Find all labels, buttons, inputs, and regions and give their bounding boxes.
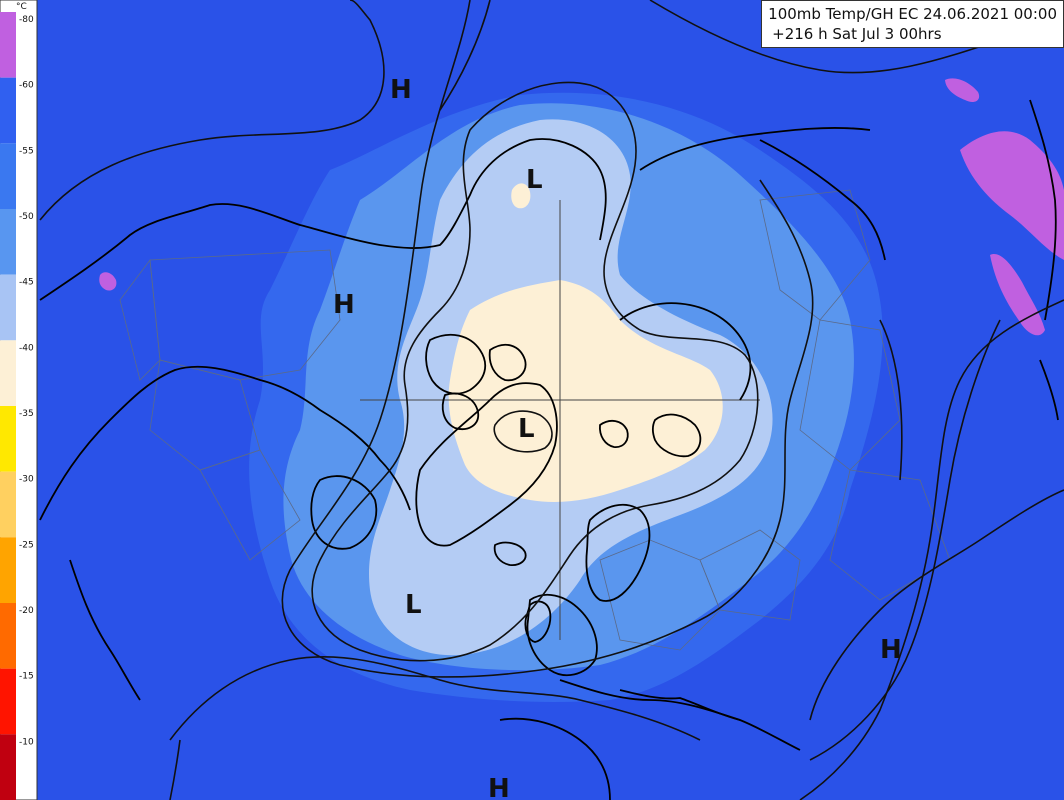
legend-swatch (0, 77, 16, 144)
high-label-central-asia: H (880, 635, 902, 665)
contour-outer (281, 0, 814, 678)
contour-northwest (439, 0, 491, 111)
legend-swatch (0, 143, 16, 209)
contour-atlantic-south (169, 655, 701, 741)
coast-canadian-archipelago (425, 333, 487, 395)
band-minus-60-purple-west (99, 272, 117, 291)
legend-tick-label: -50 (19, 212, 34, 222)
high-label-mediterranean: H (488, 774, 510, 800)
band-minus-40 (448, 280, 723, 502)
coast-east-asia (1029, 99, 1057, 321)
legend-swatch (0, 537, 16, 603)
legend-tick-label: -45 (19, 278, 34, 288)
low-label-alaska: L (526, 165, 543, 195)
high-label-northwest-canada: H (333, 290, 355, 320)
legend-swatch (0, 603, 16, 669)
band-minus-60-purple-east-1 (960, 131, 1064, 260)
low-label-north-atlantic: L (405, 590, 422, 620)
band-minus-60-purple-east-3 (945, 78, 980, 103)
contour-pacific-high (39, 0, 385, 221)
coast-uk (524, 600, 552, 643)
legend-swatch (0, 209, 16, 275)
band-minus-40-alaska-spot (511, 183, 531, 209)
coast-north-america-pacific (39, 138, 607, 301)
low-label-greenland: L (518, 414, 535, 444)
coastlines (39, 99, 1059, 800)
coast-greenland (415, 382, 558, 547)
contour-south-edge (169, 739, 181, 800)
map-subtitle: +216 h Sat Jul 3 00hrs (772, 25, 942, 43)
contour-asia-high (799, 299, 1064, 800)
coast-siberia (619, 302, 752, 401)
graticule (360, 200, 760, 640)
legend-swatch (0, 406, 16, 472)
map-title-box: 100mb Temp/GH EC 24.06.2021 00:00 +216 h… (761, 0, 1064, 48)
legend-swatch (0, 340, 16, 406)
legend-swatch (0, 471, 16, 538)
legend-tick-label: -55 (19, 146, 34, 156)
legend-swatches: -80 -60 -55 -50 -45 -40 -35 -30 -25 -20 -15 -10 (0, 12, 34, 800)
contour-inner-ring (311, 81, 759, 662)
coast-hudson-bay (310, 475, 378, 550)
legend-swatch (0, 668, 16, 735)
coast-novaya-zemlya (651, 413, 702, 458)
legend-swatch (0, 734, 16, 800)
contour-greenland-low (493, 410, 553, 453)
legend-tick-label: -80 (19, 15, 34, 25)
legend-tick-label: -20 (19, 606, 34, 616)
legend-tick-label: -30 (19, 475, 34, 485)
high-label-north-pacific: H (390, 75, 412, 105)
contour-central-asia (809, 489, 1064, 721)
legend-swatch (0, 12, 16, 78)
legend-tick-label: -40 (19, 343, 34, 353)
map-title: 100mb Temp/GH EC 24.06.2021 00:00 (768, 5, 1057, 23)
height-contours (39, 0, 1064, 800)
pressure-centers: H H L L L H H (333, 75, 902, 800)
color-legend: -80 -60 -55 -50 -45 -40 -35 -30 -25 -20 -15 -10 °C (0, 0, 38, 800)
legend-tick-label: -10 (19, 737, 34, 747)
legend-tick-label: -35 (19, 409, 34, 419)
contour-east-loop (879, 319, 903, 481)
legend-tick-label: -15 (19, 672, 34, 682)
legend-tick-label: -25 (19, 540, 34, 550)
coast-mediterranean (619, 689, 741, 721)
coast-iceland (493, 541, 527, 566)
legend-swatch (0, 274, 16, 341)
coast-svalbard (599, 419, 629, 448)
coast-north-america-east (39, 365, 411, 521)
legend-tick-label: -60 (19, 81, 34, 91)
legend-unit: °C (16, 2, 27, 12)
